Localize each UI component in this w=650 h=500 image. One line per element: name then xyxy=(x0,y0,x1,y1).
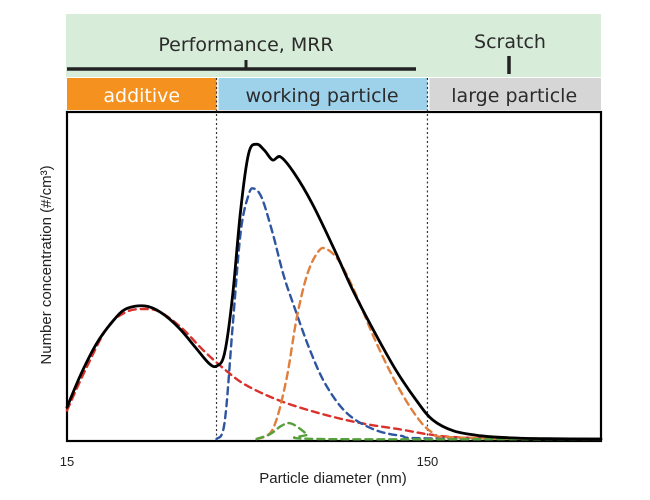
zone-0-label: additive xyxy=(103,85,180,107)
x-axis-label: Particle diameter (nm) xyxy=(259,470,407,487)
performance-label: Performance, MRR xyxy=(158,34,333,56)
zone-2-label: large particle xyxy=(451,85,577,107)
zone-1-label: working particle xyxy=(245,85,398,107)
series-2-line xyxy=(215,187,603,441)
plot-area xyxy=(65,78,603,443)
particle-zones: additive working particle large particle xyxy=(67,78,601,110)
zone-boundaries xyxy=(215,78,429,441)
x-tick-label: 15 xyxy=(60,454,74,469)
series-group xyxy=(65,142,603,441)
zone-1-box xyxy=(218,78,428,110)
zone-0-box xyxy=(67,78,217,110)
x-tick-labels: 15 150 xyxy=(60,454,439,469)
scratch-label: Scratch xyxy=(474,31,546,53)
plot-frame xyxy=(65,110,603,443)
x-tick-label: 150 xyxy=(417,454,439,469)
series-0-line xyxy=(65,142,603,441)
series-4-line xyxy=(255,421,603,441)
y-axis-label: Number concentration (#/cm³) xyxy=(38,165,55,364)
header-background xyxy=(66,14,601,77)
zone-2-box xyxy=(429,78,601,110)
series-1-line xyxy=(65,307,603,441)
usage-header: Performance, MRR Scratch xyxy=(66,14,601,77)
